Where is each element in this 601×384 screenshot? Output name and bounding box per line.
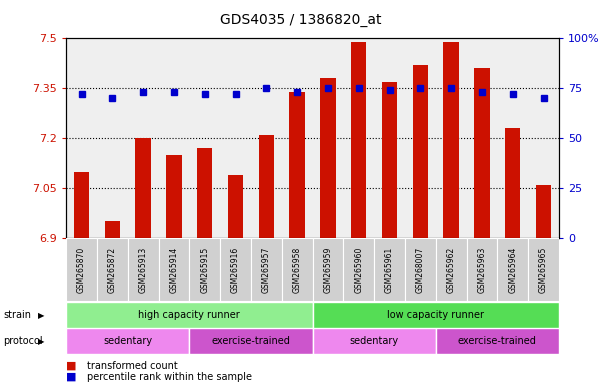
Text: ▶: ▶ <box>38 337 44 346</box>
FancyBboxPatch shape <box>159 238 189 301</box>
FancyBboxPatch shape <box>189 238 220 301</box>
Bar <box>290 92 305 238</box>
Bar <box>536 185 551 238</box>
Text: GSM265963: GSM265963 <box>477 247 486 293</box>
Text: GSM265959: GSM265959 <box>323 247 332 293</box>
FancyBboxPatch shape <box>66 238 97 301</box>
Text: GSM265870: GSM265870 <box>77 247 86 293</box>
Bar <box>474 68 490 238</box>
Text: GSM265914: GSM265914 <box>169 247 178 293</box>
FancyBboxPatch shape <box>436 328 559 354</box>
FancyBboxPatch shape <box>405 238 436 301</box>
Text: exercise-trained: exercise-trained <box>212 336 290 346</box>
FancyBboxPatch shape <box>528 238 559 301</box>
Text: ■: ■ <box>66 372 76 382</box>
FancyBboxPatch shape <box>66 302 313 328</box>
Text: high capacity runner: high capacity runner <box>138 310 240 320</box>
FancyBboxPatch shape <box>466 238 497 301</box>
FancyBboxPatch shape <box>313 328 436 354</box>
Bar <box>228 175 243 238</box>
Bar <box>197 148 212 238</box>
Text: GSM265961: GSM265961 <box>385 247 394 293</box>
FancyBboxPatch shape <box>128 238 159 301</box>
FancyBboxPatch shape <box>66 328 189 354</box>
FancyBboxPatch shape <box>97 238 128 301</box>
Bar <box>320 78 335 238</box>
Text: sedentary: sedentary <box>103 336 152 346</box>
Bar <box>105 222 120 238</box>
Bar <box>135 138 151 238</box>
FancyBboxPatch shape <box>374 238 405 301</box>
Text: ■: ■ <box>66 361 76 371</box>
FancyBboxPatch shape <box>189 328 313 354</box>
FancyBboxPatch shape <box>251 238 282 301</box>
FancyBboxPatch shape <box>436 238 466 301</box>
Text: protocol: protocol <box>3 336 43 346</box>
FancyBboxPatch shape <box>282 238 313 301</box>
Text: GSM265960: GSM265960 <box>354 247 363 293</box>
Text: GSM265965: GSM265965 <box>539 247 548 293</box>
Bar <box>382 82 397 238</box>
Text: GSM265916: GSM265916 <box>231 247 240 293</box>
FancyBboxPatch shape <box>343 238 374 301</box>
Text: GDS4035 / 1386820_at: GDS4035 / 1386820_at <box>220 13 381 27</box>
Text: low capacity runner: low capacity runner <box>387 310 484 320</box>
Bar <box>413 65 428 238</box>
FancyBboxPatch shape <box>313 238 343 301</box>
Text: GSM268007: GSM268007 <box>416 247 425 293</box>
Text: exercise-trained: exercise-trained <box>458 336 537 346</box>
Bar <box>444 42 459 238</box>
Text: GSM265958: GSM265958 <box>293 247 302 293</box>
Text: GSM265964: GSM265964 <box>508 247 517 293</box>
Bar <box>166 155 182 238</box>
Text: ▶: ▶ <box>38 311 44 320</box>
Text: GSM265962: GSM265962 <box>447 247 456 293</box>
Bar <box>351 42 367 238</box>
Bar <box>258 135 274 238</box>
Text: GSM265913: GSM265913 <box>139 247 148 293</box>
FancyBboxPatch shape <box>220 238 251 301</box>
Text: GSM265872: GSM265872 <box>108 247 117 293</box>
Text: transformed count: transformed count <box>87 361 178 371</box>
Text: percentile rank within the sample: percentile rank within the sample <box>87 372 252 382</box>
Text: sedentary: sedentary <box>350 336 398 346</box>
Bar <box>505 128 520 238</box>
FancyBboxPatch shape <box>497 238 528 301</box>
FancyBboxPatch shape <box>313 302 559 328</box>
Bar <box>74 172 89 238</box>
Text: GSM265915: GSM265915 <box>200 247 209 293</box>
Text: strain: strain <box>3 310 31 320</box>
Text: GSM265957: GSM265957 <box>262 247 271 293</box>
